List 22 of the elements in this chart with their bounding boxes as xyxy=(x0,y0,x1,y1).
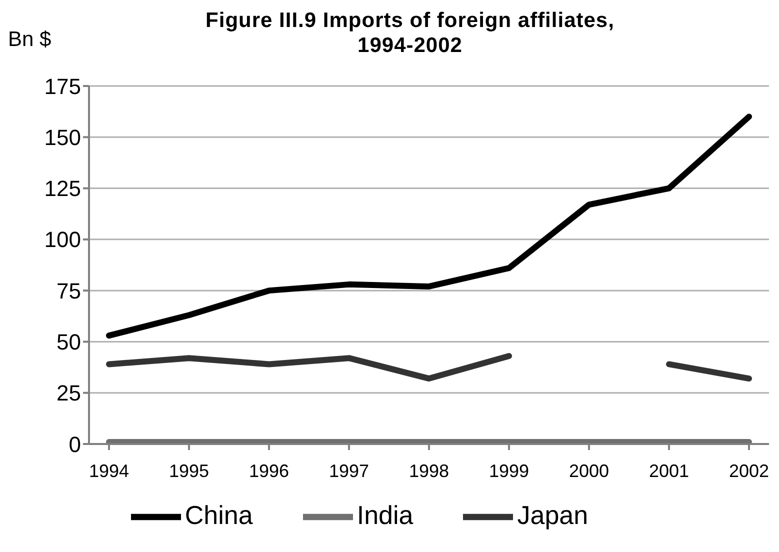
x-tick-label: 1995 xyxy=(168,460,210,481)
x-tick-label: 1998 xyxy=(408,460,450,481)
y-tick-label: 75 xyxy=(56,278,81,304)
y-tick-label: 125 xyxy=(44,176,81,202)
x-tick-label: 1999 xyxy=(488,460,530,481)
y-tick-label: 100 xyxy=(44,227,81,252)
x-tick-label: 2000 xyxy=(568,460,610,481)
legend-label: Japan xyxy=(517,500,588,530)
legend-label: China xyxy=(184,500,253,530)
y-tick-label: 175 xyxy=(44,74,81,99)
y-tick-label: 50 xyxy=(56,330,81,355)
y-tick-label: 0 xyxy=(68,432,81,457)
y-tick-label: 25 xyxy=(56,380,81,406)
chart-title: Figure III.9 Imports of foreign affiliates, 1994-2002 xyxy=(204,8,616,58)
y-axis-title: Bn $ xyxy=(8,28,52,52)
x-tick-label: 1996 xyxy=(248,460,290,481)
x-tick-label: 2002 xyxy=(728,460,770,481)
x-tick-label: 1997 xyxy=(328,460,370,481)
y-tick-label: 150 xyxy=(44,124,81,150)
x-tick-label: 2001 xyxy=(648,460,690,481)
x-tick-label: 1994 xyxy=(88,460,130,481)
legend-label: India xyxy=(356,500,414,530)
